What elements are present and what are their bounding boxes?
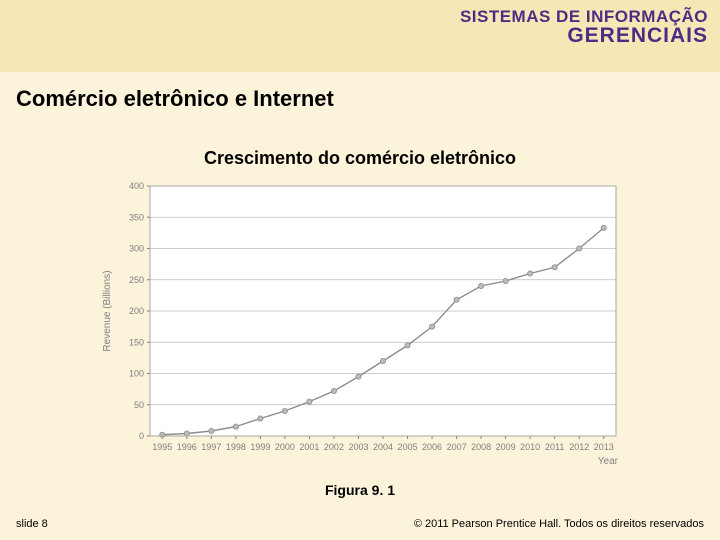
svg-text:2012: 2012	[569, 442, 589, 452]
slide: SISTEMAS DE INFORMAÇÃO GERENCIAIS Comérc…	[0, 0, 720, 540]
figure-label: Figura 9. 1	[0, 482, 720, 498]
svg-text:2013: 2013	[594, 442, 614, 452]
section-title: Comércio eletrônico e Internet	[16, 86, 334, 112]
svg-text:100: 100	[129, 369, 144, 379]
brand-logo: SISTEMAS DE INFORMAÇÃO GERENCIAIS	[398, 8, 708, 46]
line-chart: 0 50 100 150 200 250 300 350 400 Revenue (Billion…	[94, 176, 626, 476]
svg-text:150: 150	[129, 337, 144, 347]
svg-text:2002: 2002	[324, 442, 344, 452]
svg-text:0: 0	[139, 431, 144, 441]
svg-text:2005: 2005	[398, 442, 418, 452]
svg-text:2003: 2003	[348, 442, 368, 452]
svg-text:2001: 2001	[299, 442, 319, 452]
svg-text:1995: 1995	[152, 442, 172, 452]
svg-text:1997: 1997	[201, 442, 221, 452]
svg-text:1998: 1998	[226, 442, 246, 452]
svg-text:Revenue (Billions): Revenue (Billions)	[102, 270, 113, 351]
svg-text:1999: 1999	[250, 442, 270, 452]
footer-slide-number: slide 8	[16, 518, 48, 530]
chart-area: 0 50 100 150 200 250 300 350 400 Revenue (Billion…	[94, 176, 626, 476]
svg-text:400: 400	[129, 181, 144, 191]
svg-text:2000: 2000	[275, 442, 295, 452]
svg-text:2010: 2010	[520, 442, 540, 452]
svg-text:2011: 2011	[545, 442, 564, 452]
svg-text:2006: 2006	[422, 442, 442, 452]
svg-text:200: 200	[129, 306, 144, 316]
svg-text:50: 50	[134, 400, 144, 410]
svg-text:300: 300	[129, 244, 144, 254]
svg-text:2004: 2004	[373, 442, 393, 452]
svg-text:1996: 1996	[177, 442, 197, 452]
svg-text:2007: 2007	[447, 442, 467, 452]
chart-title: Crescimento do comércio eletrônico	[0, 148, 720, 169]
footer-copyright: © 2011 Pearson Prentice Hall. Todos os d…	[414, 518, 704, 530]
svg-text:250: 250	[129, 275, 144, 285]
svg-text:2008: 2008	[471, 442, 491, 452]
brand-line2: GERENCIAIS	[398, 25, 708, 46]
brand-line1: SISTEMAS DE INFORMAÇÃO	[398, 8, 708, 25]
svg-text:Year: Year	[598, 456, 619, 467]
svg-text:2009: 2009	[496, 442, 516, 452]
svg-text:350: 350	[129, 212, 144, 222]
